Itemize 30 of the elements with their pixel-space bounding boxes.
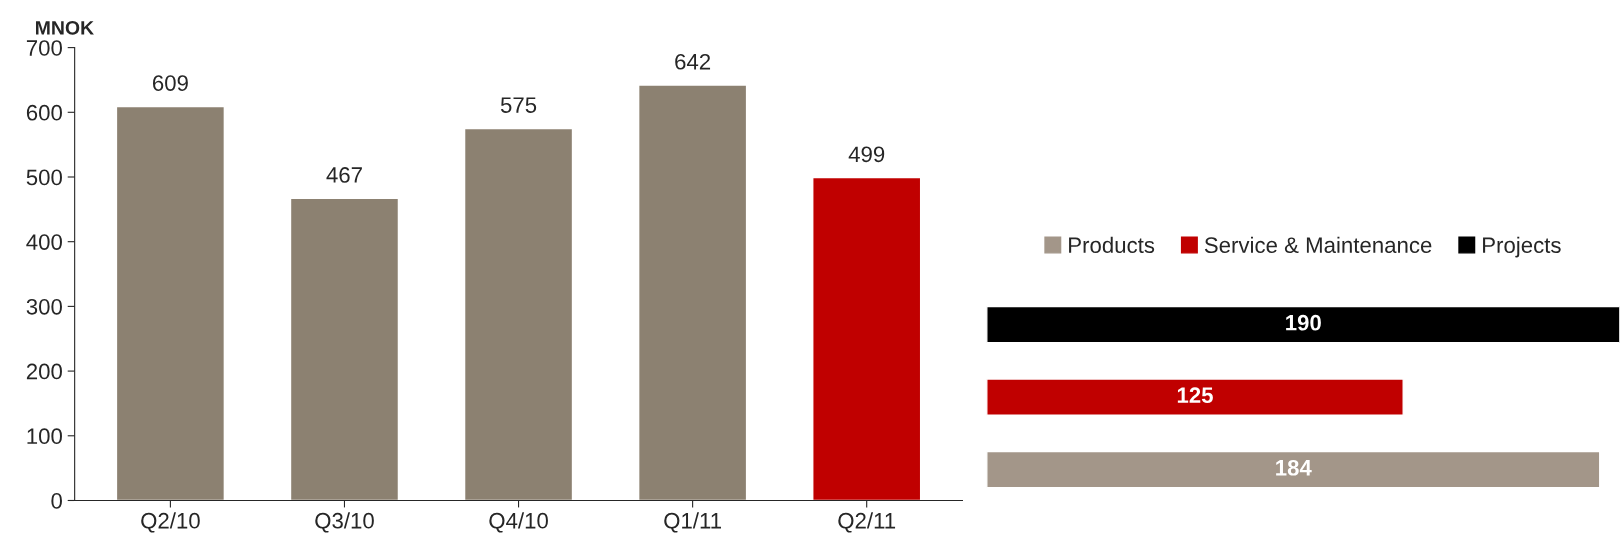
bar xyxy=(115,105,226,501)
x-tick-label: Q2/11 xyxy=(838,512,896,533)
data-label: 609 xyxy=(152,75,188,91)
legend-label: Projects xyxy=(1483,236,1561,258)
y-tick-label: 500 xyxy=(26,169,62,186)
y-tick-label: 700 xyxy=(26,40,62,56)
y-axis-title: MNOK xyxy=(36,20,94,35)
y-tick-label: 400 xyxy=(26,234,62,250)
y-tick-label: 200 xyxy=(26,363,62,380)
data-label: 642 xyxy=(675,53,711,70)
y-tick-label: 100 xyxy=(27,428,62,445)
y-tick-label: 0 xyxy=(51,493,62,509)
x-tick-label: Q3/10 xyxy=(315,512,374,533)
legend-label: Products xyxy=(1069,236,1155,254)
x-tick-label: Q2/10 xyxy=(141,512,200,533)
bar xyxy=(812,176,922,501)
bar xyxy=(463,127,574,501)
data-label: 184 xyxy=(1276,459,1312,476)
bar xyxy=(637,84,748,501)
y-tick-label: 300 xyxy=(26,298,62,315)
data-label: 190 xyxy=(1286,314,1321,331)
x-tick-label: Q1/11 xyxy=(664,512,721,533)
bar xyxy=(289,197,400,501)
data-label: 499 xyxy=(848,146,885,163)
y-tick-label: 600 xyxy=(26,104,62,121)
x-tick-label: Q4/10 xyxy=(489,512,548,533)
legend-label: Service & Maintenance xyxy=(1204,236,1432,254)
data-label: 125 xyxy=(1177,387,1213,404)
data-label: 575 xyxy=(500,97,537,113)
data-label: 467 xyxy=(326,167,362,183)
